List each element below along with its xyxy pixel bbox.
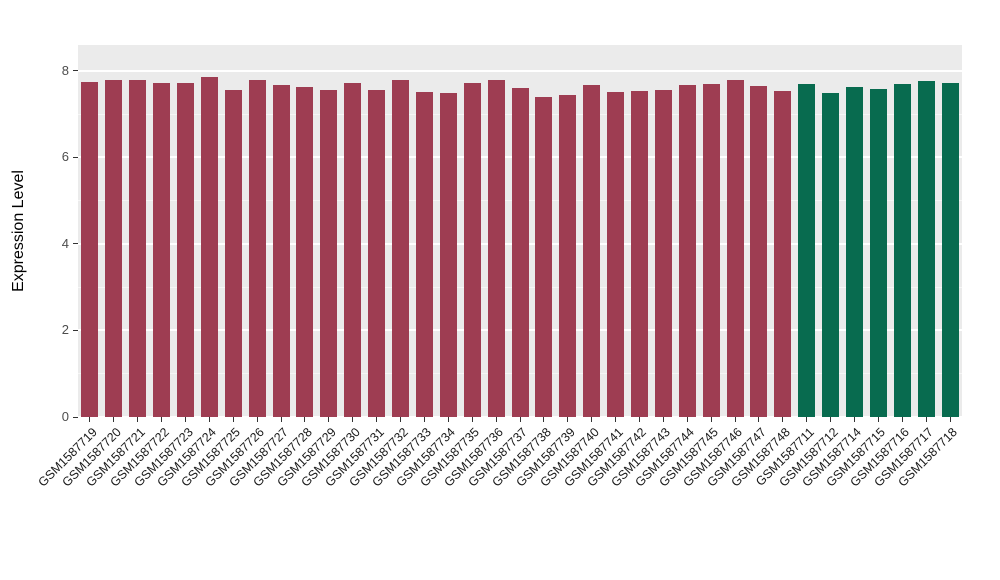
bar: [535, 97, 552, 417]
x-tick-mark: [376, 417, 378, 422]
bar: [559, 95, 576, 417]
x-tick-mark: [638, 417, 640, 422]
y-tick-label: 8: [61, 62, 69, 78]
x-tick-mark: [806, 417, 808, 422]
bar: [440, 93, 457, 417]
bar: [368, 90, 385, 417]
x-tick-mark: [615, 417, 617, 422]
y-tick-label: 4: [61, 235, 69, 251]
bar: [774, 91, 791, 417]
y-tick-mark: [73, 70, 78, 72]
x-tick-mark: [400, 417, 402, 422]
bar: [392, 80, 409, 417]
x-tick-mark: [208, 417, 210, 422]
x-tick-mark: [519, 417, 521, 422]
bar: [918, 81, 935, 417]
y-axis-title: Expression Level: [6, 45, 32, 417]
bar: [798, 84, 815, 417]
x-tick-mark: [304, 417, 306, 422]
bar: [225, 90, 242, 417]
x-tick-mark: [161, 417, 163, 422]
x-tick-mark: [543, 417, 545, 422]
y-tick-mark: [73, 243, 78, 245]
x-tick-mark: [447, 417, 449, 422]
y-tick-mark: [73, 329, 78, 331]
x-tick-mark: [662, 417, 664, 422]
x-tick-mark: [853, 417, 855, 422]
x-tick-mark: [877, 417, 879, 422]
bar: [129, 80, 146, 417]
bar: [296, 87, 313, 417]
bar: [727, 80, 744, 417]
x-tick-mark: [901, 417, 903, 422]
bar: [201, 77, 218, 417]
bar: [822, 93, 839, 417]
gridline-major: [78, 69, 962, 72]
y-tick-mark: [73, 156, 78, 158]
x-tick-mark: [949, 417, 951, 422]
bar: [488, 80, 505, 417]
bar: [177, 83, 194, 417]
bar: [655, 90, 672, 417]
x-tick-mark: [782, 417, 784, 422]
bar: [320, 90, 337, 417]
bar: [679, 85, 696, 417]
x-tick-mark: [137, 417, 139, 422]
y-tick-label: 6: [61, 149, 69, 165]
x-tick-mark: [830, 417, 832, 422]
x-tick-mark: [495, 417, 497, 422]
x-tick-mark: [328, 417, 330, 422]
bar: [464, 83, 481, 417]
x-tick-mark: [686, 417, 688, 422]
bar: [105, 80, 122, 417]
bar: [631, 91, 648, 417]
x-tick-mark: [113, 417, 115, 422]
x-tick-mark: [423, 417, 425, 422]
x-tick-mark: [185, 417, 186, 422]
plot-panel: [78, 45, 962, 418]
x-tick-mark: [280, 417, 282, 422]
bar: [894, 84, 911, 417]
x-tick-mark: [352, 417, 354, 422]
bar: [512, 88, 529, 417]
bar: [416, 92, 433, 417]
bar: [81, 82, 98, 417]
x-tick-mark: [710, 417, 712, 422]
bar: [750, 86, 767, 417]
x-tick-mark: [232, 417, 234, 422]
bar: [583, 85, 600, 417]
x-tick-mark: [256, 417, 258, 422]
y-tick-label: 2: [61, 322, 69, 338]
x-tick-mark: [758, 417, 760, 422]
bar: [870, 89, 887, 417]
x-tick-mark: [567, 417, 569, 422]
x-tick-mark: [925, 417, 927, 422]
bar: [249, 80, 266, 417]
x-tick-mark: [471, 417, 473, 422]
y-tick-label: 0: [61, 409, 69, 424]
x-tick-mark: [734, 417, 736, 422]
bar: [703, 84, 720, 417]
x-tick-mark: [591, 417, 593, 422]
bar: [153, 83, 170, 417]
bar: [273, 85, 290, 417]
bar: [846, 87, 863, 417]
y-axis-title-text: Expression Level: [10, 170, 27, 292]
bar: [344, 83, 361, 417]
bar: [607, 92, 624, 417]
bar: [942, 83, 959, 417]
y-tick-mark: [73, 416, 78, 418]
x-tick-mark: [89, 417, 91, 422]
